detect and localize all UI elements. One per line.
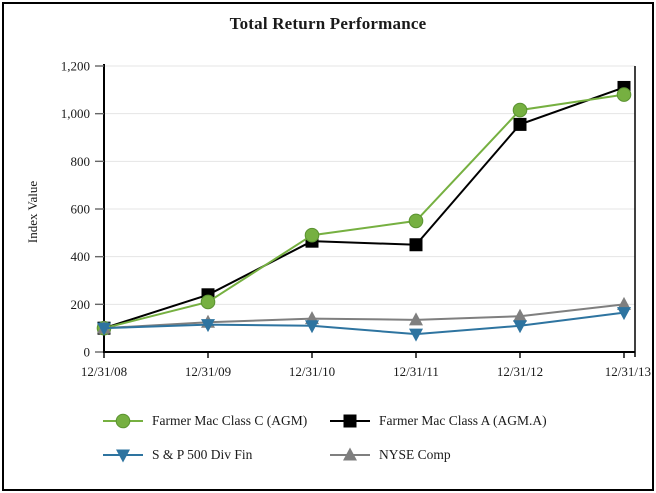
legend-item-farmer-mac-class-a-agm-a: Farmer Mac Class A (AGM.A)	[330, 412, 547, 430]
x-tick-label: 12/31/12	[497, 364, 543, 379]
square-marker-icon	[330, 414, 370, 428]
y-tick-label: 400	[71, 249, 91, 264]
x-tick-label: 12/31/08	[81, 364, 127, 379]
legend-label: Farmer Mac Class C (AGM)	[152, 413, 308, 428]
y-tick-label: 1,000	[61, 106, 90, 121]
triangle-down-marker-icon	[103, 449, 143, 463]
legend-label: S & P 500 Div Fin	[152, 447, 253, 462]
legend-item-farmer-mac-class-c-agm: Farmer Mac Class C (AGM)	[103, 412, 307, 430]
legend-label: Farmer Mac Class A (AGM.A)	[379, 413, 547, 428]
x-tick-label: 12/31/09	[185, 364, 231, 379]
y-tick-label: 1,200	[61, 59, 90, 74]
x-tick-label: 12/31/13	[605, 364, 651, 379]
x-tick-label: 12/31/11	[393, 364, 439, 379]
x-axis: 12/31/08 12/31/09 12/31/10 12/31/11 12/31/12…	[81, 66, 651, 379]
x-tick-label: 12/31/10	[289, 364, 335, 379]
series-s-p-500-div-fin	[97, 307, 631, 342]
series-nyse-comp	[97, 296, 631, 334]
y-tick-label: 200	[71, 297, 91, 312]
triangle-up-marker-icon	[330, 447, 370, 461]
y-tick-label: 600	[71, 202, 91, 217]
y-tick-label: 800	[71, 154, 91, 169]
series-farmer-mac-class-c-agm	[96, 87, 632, 336]
circle-marker-icon	[103, 413, 143, 429]
legend-item-nyse-comp: NYSE Comp	[330, 446, 451, 464]
series-farmer-mac-class-a-agm-a	[97, 80, 631, 335]
y-tick-label: 0	[84, 345, 91, 360]
chart-title: Total Return Performance	[229, 14, 427, 33]
legend-item-s-p-500-div-fin: S & P 500 Div Fin	[103, 446, 252, 464]
y-axis-title: Index Value	[25, 181, 40, 243]
y-axis: 0 200 400 600 800 1,000 1,200 Index Value	[25, 59, 105, 360]
gridlines	[104, 65, 635, 305]
legend-label: NYSE Comp	[379, 447, 451, 462]
